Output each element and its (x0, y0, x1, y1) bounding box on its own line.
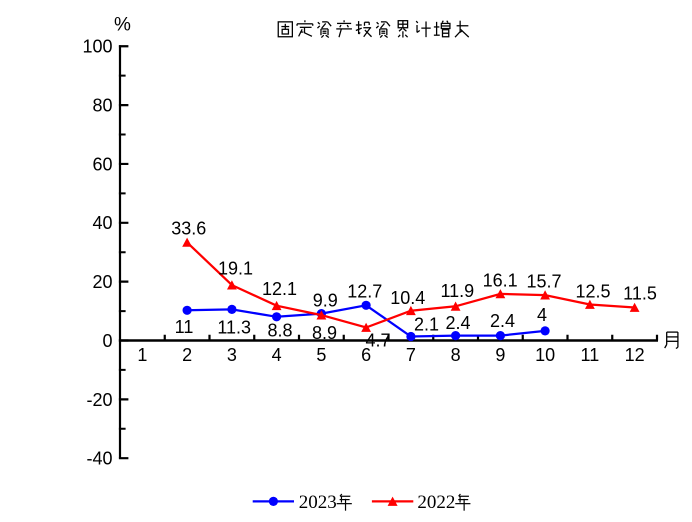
svg-text:9: 9 (495, 345, 505, 365)
svg-text:15.7: 15.7 (526, 272, 561, 292)
svg-text:2: 2 (182, 345, 192, 365)
svg-text:2022: 2022 (417, 492, 455, 513)
svg-text:2.1: 2.1 (414, 314, 439, 334)
svg-text:100: 100 (82, 37, 112, 57)
svg-text:20: 20 (92, 272, 112, 292)
svg-text:0: 0 (102, 331, 112, 351)
svg-text:8.9: 8.9 (312, 323, 337, 343)
svg-text:80: 80 (92, 96, 112, 116)
svg-text:%: % (114, 15, 131, 36)
svg-text:12.1: 12.1 (262, 279, 297, 299)
svg-text:60: 60 (92, 154, 112, 174)
svg-text:3: 3 (227, 345, 237, 365)
svg-text:6: 6 (361, 345, 371, 365)
svg-text:1: 1 (137, 345, 147, 365)
svg-text:11: 11 (175, 317, 194, 337)
svg-text:16.1: 16.1 (483, 271, 518, 291)
svg-text:2.4: 2.4 (490, 311, 515, 331)
svg-text:4: 4 (272, 345, 282, 365)
svg-text:8: 8 (451, 345, 461, 365)
svg-text:11.9: 11.9 (440, 281, 474, 301)
svg-text:10: 10 (535, 345, 555, 365)
svg-text:11: 11 (581, 345, 600, 365)
svg-text:33.6: 33.6 (171, 219, 206, 239)
svg-text:10.4: 10.4 (390, 288, 425, 308)
svg-text:-40: -40 (86, 449, 112, 469)
svg-text:12.7: 12.7 (347, 282, 382, 302)
svg-text:8.8: 8.8 (267, 320, 292, 340)
svg-text:9.9: 9.9 (313, 291, 338, 311)
svg-text:5: 5 (316, 345, 326, 365)
svg-text:12: 12 (625, 345, 645, 365)
svg-text:7: 7 (406, 345, 416, 365)
svg-text:-20: -20 (86, 390, 112, 410)
svg-text:2.4: 2.4 (445, 313, 470, 333)
svg-text:40: 40 (92, 213, 112, 233)
svg-text:11.3: 11.3 (217, 317, 251, 337)
svg-text:4: 4 (537, 305, 547, 325)
svg-text:11.5: 11.5 (623, 284, 657, 304)
svg-text:2023: 2023 (299, 492, 337, 513)
svg-text:19.1: 19.1 (218, 259, 253, 279)
svg-text:4.7: 4.7 (365, 331, 390, 351)
svg-text:12.5: 12.5 (575, 282, 610, 302)
